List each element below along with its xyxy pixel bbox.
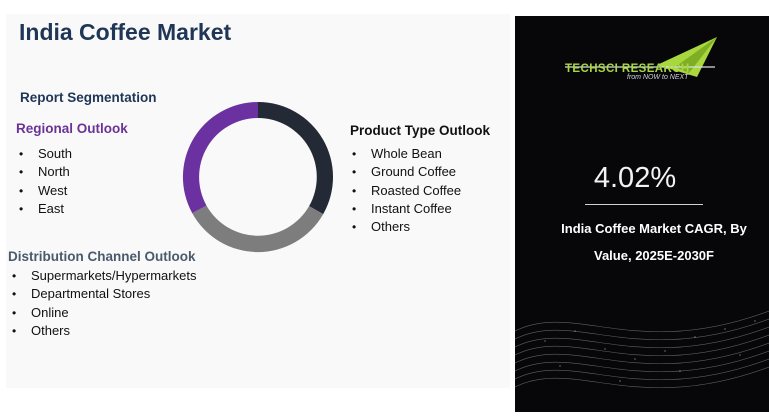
regional-outlook-heading: Regional Outlook bbox=[16, 121, 128, 136]
logo-text: TECHSCI RESEARCH bbox=[565, 63, 690, 75]
regional-outlook-list: South North West East bbox=[19, 145, 72, 218]
list-item: Instant Coffee bbox=[352, 200, 461, 218]
list-item: West bbox=[19, 182, 72, 200]
distribution-channel-outlook-list: Supermarkets/Hypermarkets Departmental S… bbox=[12, 267, 196, 340]
cagr-panel: TECHSCI RESEARCH from NOW to NEXT 4.02% … bbox=[515, 16, 769, 412]
list-item: South bbox=[19, 145, 72, 163]
techsci-logo bbox=[565, 37, 717, 77]
donut-segment-purple bbox=[182, 101, 258, 214]
list-item: Others bbox=[12, 322, 196, 340]
cagr-value: 4.02% bbox=[593, 162, 677, 194]
list-item: North bbox=[19, 163, 72, 181]
donut-segment-gray bbox=[192, 205, 324, 253]
list-item: Online bbox=[12, 304, 196, 322]
distribution-channel-outlook-heading: Distribution Channel Outlook bbox=[8, 249, 196, 264]
segmentation-heading: Report Segmentation bbox=[20, 90, 157, 105]
list-item: Others bbox=[352, 218, 461, 236]
cagr-caption: India Coffee Market CAGR, By Value, 2025… bbox=[561, 221, 747, 263]
product-type-outlook-heading: Product Type Outlook bbox=[350, 123, 491, 138]
list-item: Departmental Stores bbox=[12, 285, 196, 303]
page-title: India Coffee Market bbox=[19, 19, 232, 45]
list-item: Ground Coffee bbox=[352, 163, 461, 181]
donut-segment-dark bbox=[258, 102, 334, 215]
divider bbox=[585, 204, 703, 205]
decorative-wave-graphic bbox=[515, 310, 769, 389]
segment-donut-ring bbox=[182, 101, 334, 253]
list-item: East bbox=[19, 200, 72, 218]
logo-tagline: from NOW to NEXT bbox=[627, 74, 689, 81]
list-item: Roasted Coffee bbox=[352, 182, 461, 200]
list-item: Whole Bean bbox=[352, 145, 461, 163]
list-item: Supermarkets/Hypermarkets bbox=[12, 267, 196, 285]
product-type-outlook-list: Whole Bean Ground Coffee Roasted Coffee … bbox=[352, 145, 461, 236]
